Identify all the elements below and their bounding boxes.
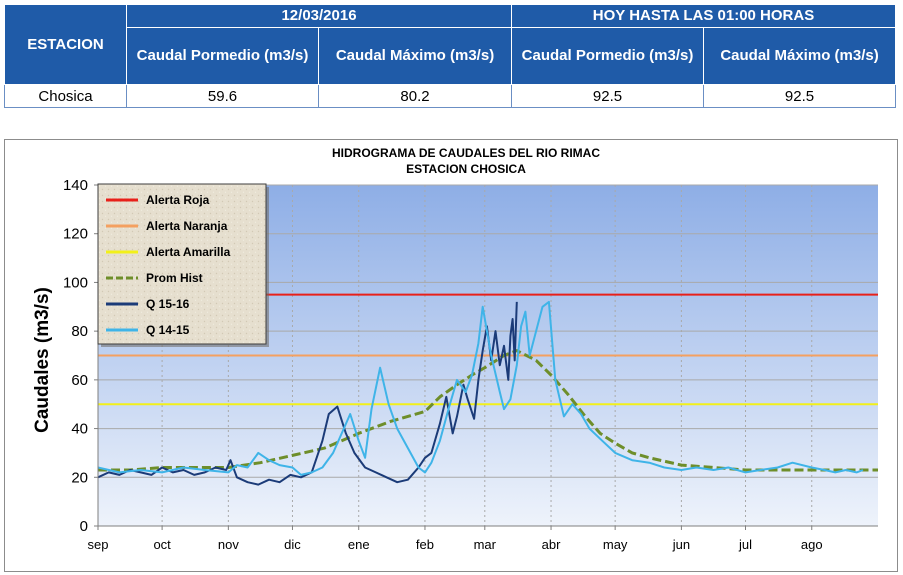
series-line [98, 349, 878, 472]
legend-entry: Prom Hist [146, 271, 203, 285]
hydrograph-chart: 0 20 40 60 80 100 120 140 sep oct nov dic ene feb mar a… [4, 139, 898, 572]
x-tick-label: mar [474, 537, 497, 552]
date-max-header: Caudal Máximo (m3/s) [317, 27, 513, 85]
today-group-header: HOY HASTA LAS 01:00 HORAS [511, 4, 897, 28]
y-tick-label: 80 [71, 323, 88, 340]
x-tick-label: nov [218, 537, 239, 552]
x-tick-label: may [603, 537, 628, 552]
legend-entry: Q 15-16 [146, 297, 190, 311]
today-prom-header: Caudal Pormedio (m3/s) [511, 27, 705, 85]
legend: Alerta Roja Alerta Naranja Alerta Amarilla… [97, 183, 269, 347]
date-prom-header: Caudal Pormedio (m3/s) [126, 27, 319, 85]
today-max-header: Caudal Máximo (m3/s) [703, 27, 897, 85]
table-row: Chosica 59.6 80.2 92.5 92.5 [4, 84, 897, 108]
y-tick-label: 120 [63, 226, 88, 243]
legend-entry: Alerta Roja [146, 193, 210, 207]
today-prom-cell: 92.5 [511, 84, 705, 108]
x-tick-label: oct [153, 537, 171, 552]
today-max-cell: 92.5 [703, 84, 897, 108]
y-tick-label: 140 [63, 177, 88, 194]
y-tick-label: 0 [80, 518, 88, 535]
legend-entry: Alerta Naranja [146, 219, 228, 233]
date-prom-cell: 59.6 [126, 84, 319, 108]
chart-subtitle: ESTACION CHOSICA [406, 162, 526, 176]
legend-entry: Alerta Amarilla [146, 245, 231, 259]
y-tick-label: 60 [71, 372, 88, 389]
legend-entry: Q 14-15 [146, 323, 190, 337]
x-tick-label: dic [284, 537, 301, 552]
legend-box [97, 183, 267, 345]
date-max-cell: 80.2 [317, 84, 513, 108]
y-tick-label: 20 [71, 469, 88, 486]
series-line [97, 300, 864, 476]
x-tick-label: jul [738, 537, 752, 552]
x-tick-label: ene [348, 537, 370, 552]
x-tick-label: jun [672, 537, 690, 552]
x-tick-label: sep [88, 537, 109, 552]
station-header: ESTACION [4, 4, 127, 85]
x-tick-label: feb [416, 537, 434, 552]
chart-svg: 0 20 40 60 80 100 120 140 sep oct nov dic ene feb mar a… [32, 146, 878, 552]
summary-table: ESTACION 12/03/2016 HOY HASTA LAS 01:00 … [4, 4, 897, 108]
y-tick-label: 40 [71, 421, 88, 438]
y-tick-label: 100 [63, 274, 88, 291]
x-tick-label: ago [801, 537, 823, 552]
date-group-header: 12/03/2016 [125, 4, 513, 28]
station-cell: Chosica [4, 84, 127, 108]
x-tick-label: abr [542, 537, 561, 552]
y-axis-label: Caudales (m3/s) [32, 287, 53, 433]
chart-title: HIDROGRAMA DE CAUDALES DEL RIO RIMAC [332, 146, 600, 160]
